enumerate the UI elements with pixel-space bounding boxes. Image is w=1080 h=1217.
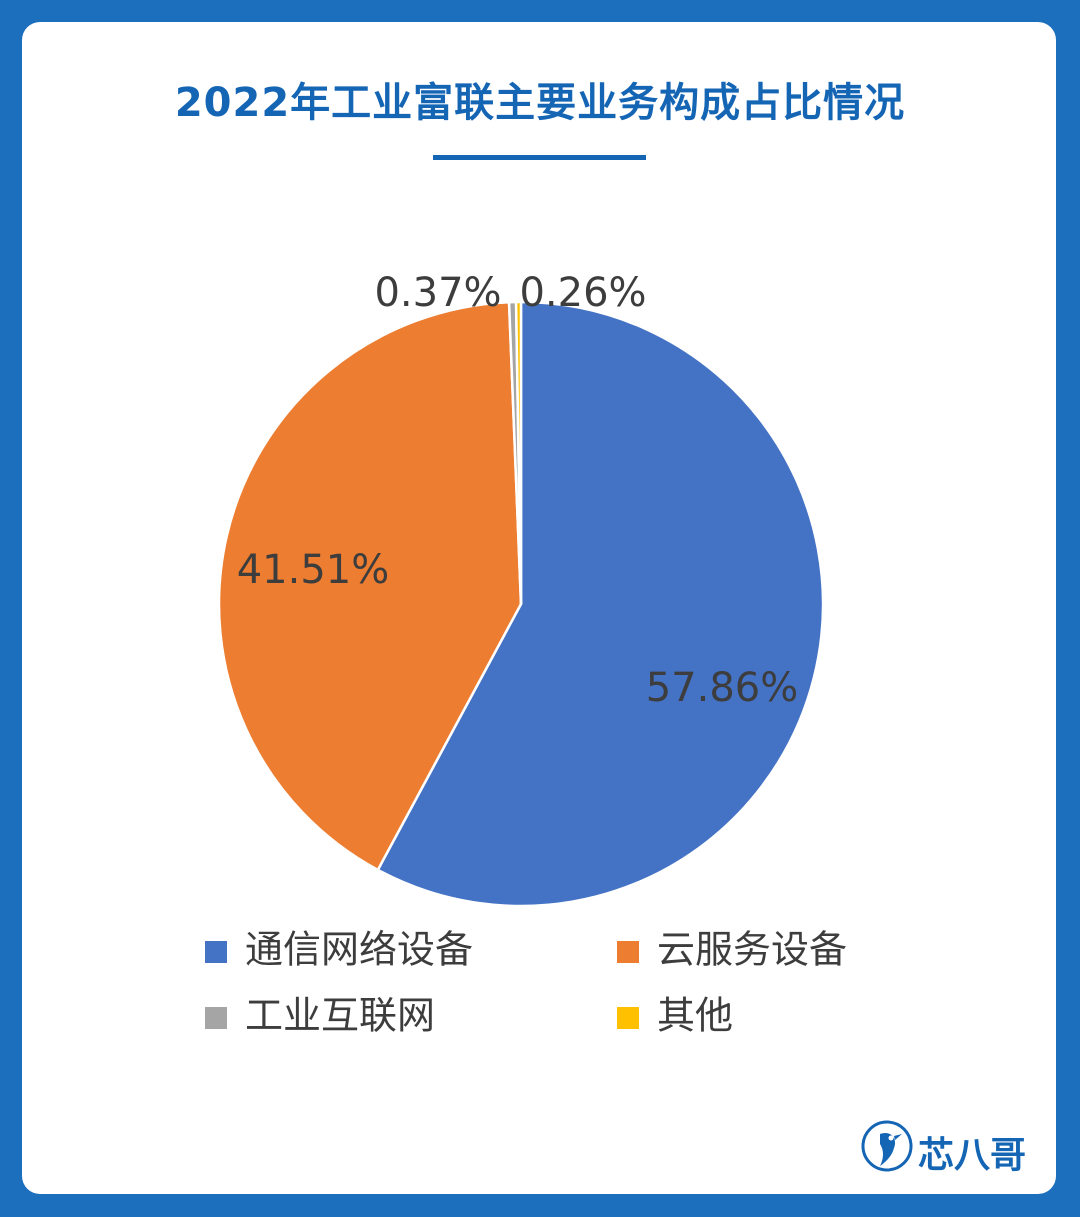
pie-slice-2 (217, 300, 523, 872)
legend-swatch-4 (617, 1007, 639, 1029)
pie-slices (217, 300, 825, 908)
pie-slice-4 (514, 300, 523, 605)
pie-data-labels: 57.86% 41.51% 0.37% 0.26% (237, 270, 799, 711)
pie-slice-1 (376, 300, 825, 908)
chart-title: 2022年工业富联主要业务构成占比情况 (174, 80, 906, 126)
data-label-3: 0.37% (374, 270, 501, 316)
brand-logo: 芯八哥 (860, 1118, 1040, 1178)
legend-label-1: 通信网络设备 (245, 928, 473, 972)
legend-label-2: 云服务设备 (657, 928, 847, 972)
legend-swatch-2 (617, 941, 639, 963)
data-label-1: 57.86% (646, 665, 799, 711)
brand-name: 芯八哥 (918, 1135, 1027, 1176)
legend-label-4: 其他 (657, 994, 733, 1038)
bird-logo-icon (861, 1120, 913, 1172)
legend-swatch-3 (205, 1007, 227, 1029)
title-underline (433, 155, 646, 160)
legend-swatch-1 (205, 941, 227, 963)
data-label-2: 41.51% (237, 547, 390, 593)
legend-label-3: 工业互联网 (245, 994, 435, 1038)
data-label-4: 0.26% (519, 270, 646, 316)
